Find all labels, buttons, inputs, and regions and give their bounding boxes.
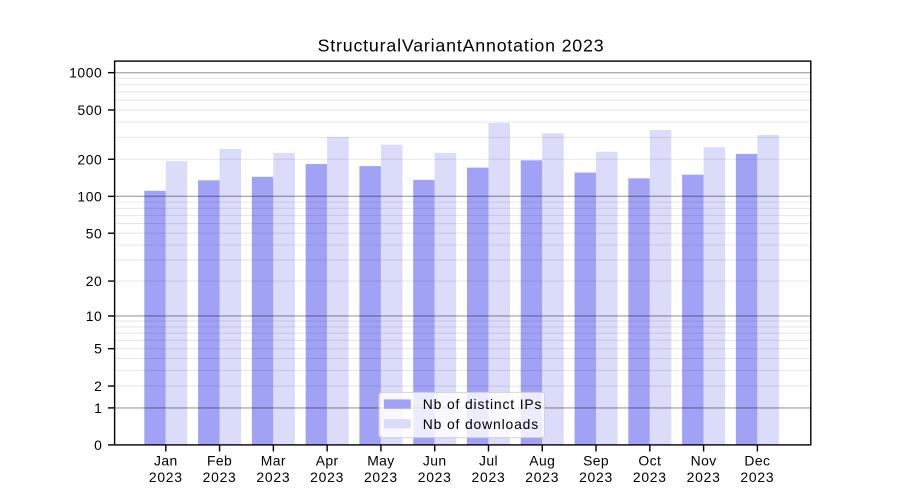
svg-text:50: 50: [86, 225, 103, 241]
svg-text:200: 200: [77, 151, 102, 167]
svg-text:2023: 2023: [149, 469, 183, 485]
svg-text:Jan: Jan: [154, 453, 178, 469]
svg-text:2023: 2023: [687, 469, 721, 485]
svg-text:Mar: Mar: [261, 453, 286, 469]
svg-text:Nb of distinct IPs: Nb of distinct IPs: [423, 396, 543, 412]
svg-text:2023: 2023: [633, 469, 667, 485]
svg-text:2023: 2023: [525, 469, 559, 485]
svg-text:Jun: Jun: [423, 453, 447, 469]
svg-text:5: 5: [94, 341, 102, 357]
svg-text:Dec: Dec: [744, 453, 770, 469]
svg-text:1: 1: [94, 400, 102, 416]
svg-text:2023: 2023: [472, 469, 506, 485]
svg-text:1000: 1000: [69, 65, 102, 81]
svg-text:Aug: Aug: [529, 453, 555, 469]
svg-text:2023: 2023: [418, 469, 452, 485]
svg-text:2023: 2023: [364, 469, 398, 485]
svg-text:Apr: Apr: [316, 453, 339, 469]
svg-text:Jul: Jul: [479, 453, 498, 469]
svg-text:Feb: Feb: [207, 453, 232, 469]
svg-text:StructuralVariantAnnotation 20: StructuralVariantAnnotation 2023: [318, 36, 605, 56]
svg-text:0: 0: [94, 437, 102, 453]
svg-text:Nb of downloads: Nb of downloads: [423, 416, 539, 432]
svg-text:Nov: Nov: [691, 453, 717, 469]
svg-text:10: 10: [86, 308, 103, 324]
svg-text:500: 500: [77, 102, 102, 118]
svg-text:2023: 2023: [579, 469, 613, 485]
svg-text:May: May: [367, 453, 394, 469]
svg-text:100: 100: [77, 188, 102, 204]
svg-text:2: 2: [94, 378, 102, 394]
svg-text:2023: 2023: [740, 469, 774, 485]
svg-text:2023: 2023: [203, 469, 237, 485]
svg-text:Oct: Oct: [638, 453, 661, 469]
svg-text:20: 20: [86, 273, 103, 289]
svg-text:2023: 2023: [256, 469, 290, 485]
svg-text:Sep: Sep: [583, 453, 609, 469]
svg-text:2023: 2023: [310, 469, 344, 485]
